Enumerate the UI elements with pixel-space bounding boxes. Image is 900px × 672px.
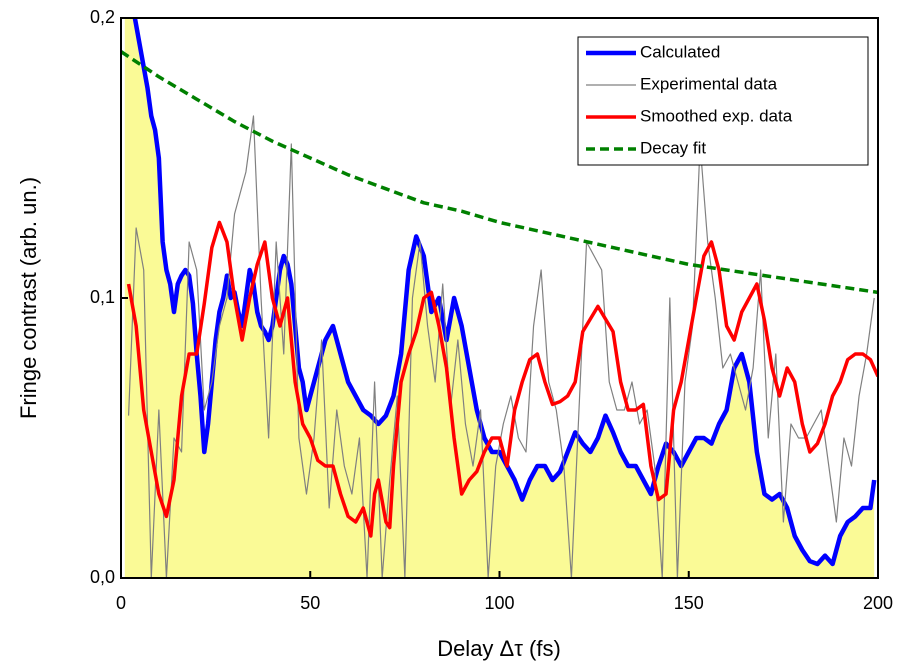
x-tick-label: 50 xyxy=(300,593,320,613)
legend-box xyxy=(577,36,869,166)
legend-label: Calculated xyxy=(640,42,720,61)
area xyxy=(124,18,875,578)
x-tick-label: 0 xyxy=(116,593,126,613)
legend-label: Smoothed exp. data xyxy=(640,106,793,125)
legend-label: Experimental data xyxy=(640,74,778,93)
x-tick-label: 100 xyxy=(484,593,514,613)
y-tick-label: 0,2 xyxy=(90,7,115,27)
legend: Calculated Experimental data Smoothed exp.… xyxy=(577,36,869,166)
x-tick-label: 150 xyxy=(674,593,704,613)
x-tick-label: 200 xyxy=(863,593,893,613)
series-line xyxy=(127,115,875,578)
series-line xyxy=(121,50,878,295)
y-tick-label: 0,1 xyxy=(90,287,115,307)
series-line xyxy=(126,220,878,538)
y-tick-label: 0,0 xyxy=(90,567,115,587)
x-axis-label: Delay Δτ (fs) xyxy=(437,636,561,661)
legend-label: Decay fit xyxy=(640,138,706,157)
plot-area xyxy=(121,18,878,578)
y-axis-label: Fringe contrast (arb. un.) xyxy=(16,177,41,419)
